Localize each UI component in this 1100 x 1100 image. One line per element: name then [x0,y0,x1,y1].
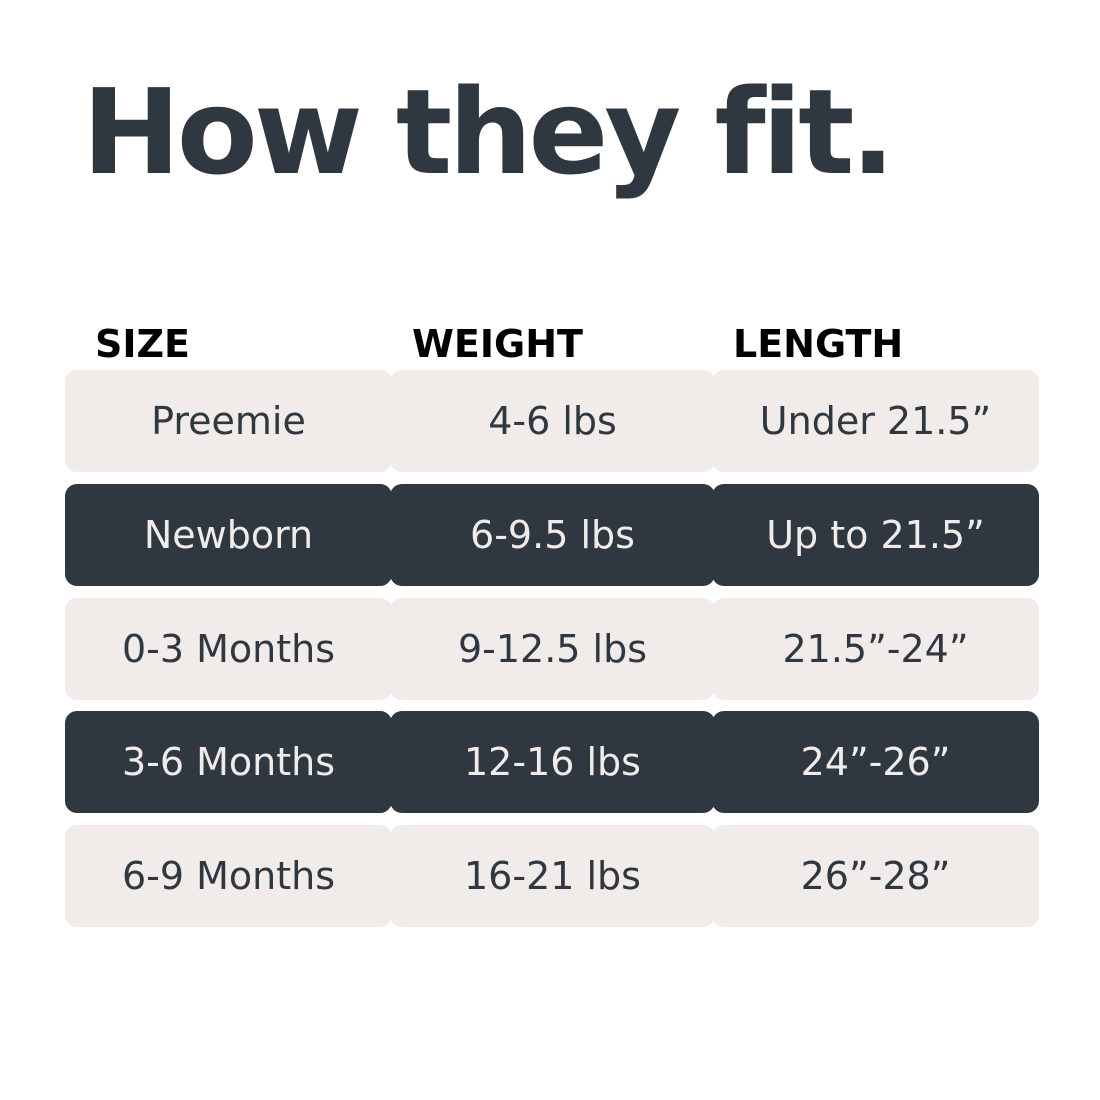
header-length: LENGTH [733,322,904,366]
size-cell: Newborn [65,484,392,586]
header-weight: WEIGHT [412,322,583,366]
weight-cell: 9-12.5 lbs [390,598,715,700]
weight-cell: 12-16 lbs [390,711,715,813]
page-title: How they fit. [82,63,895,201]
size-cell: Preemie [65,370,392,472]
size-cell: 3-6 Months [65,711,392,813]
length-cell: Under 21.5” [712,370,1039,472]
weight-cell: 6-9.5 lbs [390,484,715,586]
weight-cell: 4-6 lbs [390,370,715,472]
table-row: Preemie 4-6 lbs Under 21.5” [65,370,1039,472]
length-cell: Up to 21.5” [712,484,1039,586]
length-cell: 26”-28” [712,825,1039,927]
table-row: 6-9 Months 16-21 lbs 26”-28” [65,825,1039,927]
size-cell: 0-3 Months [65,598,392,700]
table-row: Newborn 6-9.5 lbs Up to 21.5” [65,484,1039,586]
size-cell: 6-9 Months [65,825,392,927]
table-row: 0-3 Months 9-12.5 lbs 21.5”-24” [65,598,1039,700]
table-row: 3-6 Months 12-16 lbs 24”-26” [65,711,1039,813]
header-size: SIZE [95,322,191,366]
weight-cell: 16-21 lbs [390,825,715,927]
length-cell: 21.5”-24” [712,598,1039,700]
length-cell: 24”-26” [712,711,1039,813]
